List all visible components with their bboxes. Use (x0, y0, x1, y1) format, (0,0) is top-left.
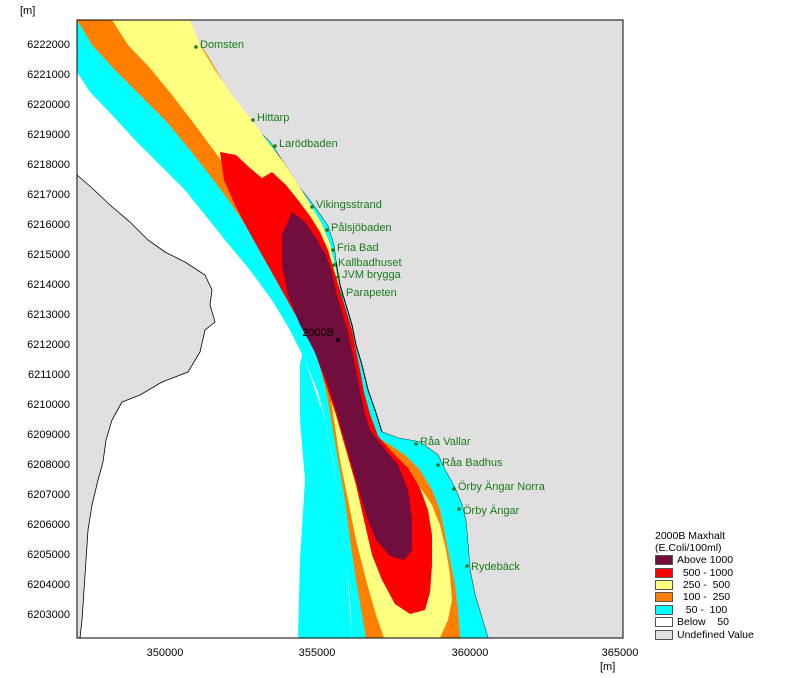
legend-label: 250 - 500 (677, 578, 731, 591)
y-tick-label: 6212000 (27, 339, 70, 351)
legend-label: Above 1000 (677, 554, 734, 567)
x-unit: [m] (600, 661, 615, 673)
place-marker (331, 248, 335, 252)
y-tick-label: 6213000 (27, 309, 70, 321)
place-marker (310, 205, 314, 209)
y-tick-label: 6206000 (27, 519, 70, 531)
legend: 2000B Maxhalt (E.Coli/100ml) Above 1000 … (655, 530, 805, 641)
place-label: Kallbadhuset (338, 257, 402, 269)
place-label: Örby Ängar (463, 505, 520, 517)
place-marker (436, 463, 440, 467)
place-marker (273, 144, 277, 148)
legend-swatch (655, 629, 673, 640)
legend-swatch (655, 604, 673, 615)
place-marker (251, 118, 255, 122)
legend-items: Above 1000 500 - 1000 250 - 500 100 - 25… (655, 554, 805, 641)
x-tick-label: 360000 (452, 647, 489, 659)
legend-swatch (655, 579, 673, 590)
station-label: 2000B (302, 327, 334, 339)
x-tick-label: 355000 (299, 647, 336, 659)
legend-item: 500 - 1000 (655, 566, 805, 579)
place-label: Örby Ängar Norra (458, 481, 546, 493)
place-marker (452, 487, 456, 491)
legend-item: 50 - 100 (655, 604, 805, 616)
place-label: Råa Vallar (420, 436, 471, 448)
plot-frame (76, 19, 624, 639)
place-label: Rydebäck (471, 561, 520, 573)
place-marker (457, 507, 461, 511)
y-tick-label: 6220000 (27, 99, 70, 111)
legend-swatch (655, 592, 673, 603)
legend-swatch (655, 555, 673, 566)
place-marker (340, 293, 344, 297)
land-west (77, 174, 216, 638)
legend-subtitle: (E.Coli/100ml) (655, 542, 722, 554)
legend-label: 50 - 100 (677, 603, 728, 616)
place-label: Hittarp (257, 112, 289, 124)
legend-label: Undefined Value (677, 628, 754, 641)
x-tick-labels: 350000 355000 360000 365000 (147, 647, 639, 659)
legend-item: Below 50 (655, 616, 805, 628)
place-label: Domsten (200, 39, 244, 51)
y-tick-label: 6216000 (27, 219, 70, 231)
y-tick-label: 6205000 (27, 549, 70, 561)
legend-label: 500 - 1000 (677, 566, 734, 579)
legend-title: 2000B Maxhalt (655, 530, 726, 542)
legend-swatch (655, 617, 673, 628)
y-tick-label: 6217000 (27, 189, 70, 201)
legend-item: Above 1000 (655, 554, 805, 566)
y-tick-label: 6221000 (27, 69, 70, 81)
place-marker (336, 275, 340, 279)
place-marker (465, 564, 469, 568)
y-tick-label: 6207000 (27, 489, 70, 501)
place-marker (325, 228, 329, 232)
place-label: Fria Bad (337, 242, 379, 254)
place-label: Råa Badhus (442, 457, 503, 469)
legend-item: Undefined Value (655, 628, 805, 641)
station-marker (336, 338, 340, 342)
x-tick-label: 365000 (602, 647, 639, 659)
y-tick-label: 6214000 (27, 279, 70, 291)
place-markers: Domsten Hittarp Larödbaden Vikingsstrand… (194, 39, 546, 573)
place-label: Pålsjöbaden (331, 222, 392, 234)
legend-label: 100 - 250 (677, 591, 731, 604)
y-tick-label: 6208000 (27, 459, 70, 471)
y-tick-labels: 6222000 6221000 6220000 6219000 6218000 … (27, 39, 70, 621)
place-label: Vikingsstrand (316, 199, 382, 211)
place-label: Parapeten (346, 287, 397, 299)
y-tick-label: 6210000 (27, 399, 70, 411)
place-marker (194, 45, 198, 49)
place-label: JVM brygga (342, 269, 402, 281)
legend-swatch (655, 567, 673, 578)
place-marker (414, 442, 418, 446)
y-tick-label: 6215000 (27, 249, 70, 261)
legend-label: Below 50 (677, 616, 729, 629)
x-tick-label: 350000 (147, 647, 184, 659)
legend-item: 100 - 250 (655, 591, 805, 603)
legend-item: 250 - 500 (655, 579, 805, 591)
y-tick-label: 6219000 (27, 129, 70, 141)
y-tick-label: 6209000 (27, 429, 70, 441)
y-unit: [m] (20, 5, 35, 17)
y-tick-label: 6211000 (28, 369, 70, 381)
place-label: Larödbaden (279, 138, 338, 150)
zone-above-1000 (282, 212, 412, 560)
y-tick-label: 6203000 (27, 609, 70, 621)
place-marker (332, 263, 336, 267)
zone-50-100-west (230, 200, 352, 638)
y-tick-label: 6218000 (27, 159, 70, 171)
y-tick-label: 6204000 (27, 579, 70, 591)
y-tick-label: 6222000 (27, 39, 70, 51)
